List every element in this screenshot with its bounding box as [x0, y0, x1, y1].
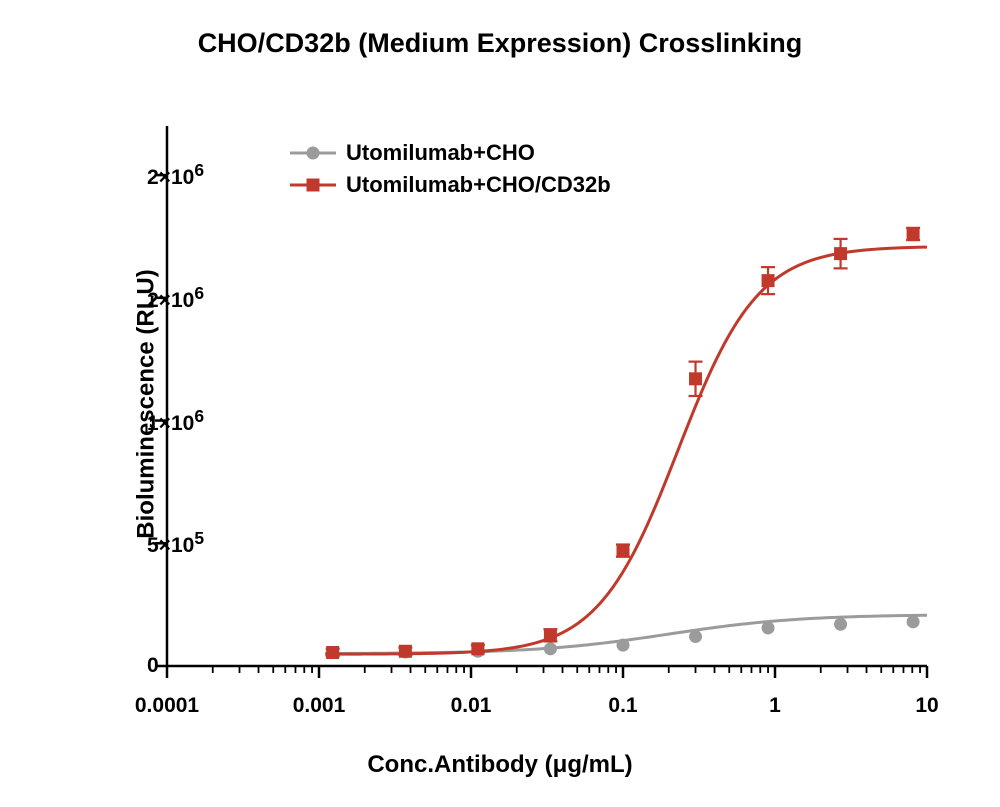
x-tick-label: 1 — [769, 694, 781, 718]
x-tick-label: 0.0001 — [135, 694, 199, 718]
legend-label: Utomilumab+CHO/CD32b — [346, 172, 611, 198]
x-tick-label: 0.001 — [293, 694, 346, 718]
x-tick-label: 0.01 — [451, 694, 492, 718]
chart-title: CHO/CD32b (Medium Expression) Crosslinki… — [0, 28, 1000, 59]
legend-item: Utomilumab+CHO/CD32b — [290, 172, 611, 198]
x-tick-label: 10 — [915, 694, 938, 718]
x-axis-label: Conc.Antibody (μg/mL) — [0, 751, 1000, 779]
legend: Utomilumab+CHO Utomilumab+CHO/CD32b — [290, 140, 611, 204]
legend-item: Utomilumab+CHO — [290, 140, 611, 166]
legend-label: Utomilumab+CHO — [346, 140, 535, 166]
x-tick-label: 0.1 — [608, 694, 637, 718]
chart-plot — [167, 126, 927, 666]
